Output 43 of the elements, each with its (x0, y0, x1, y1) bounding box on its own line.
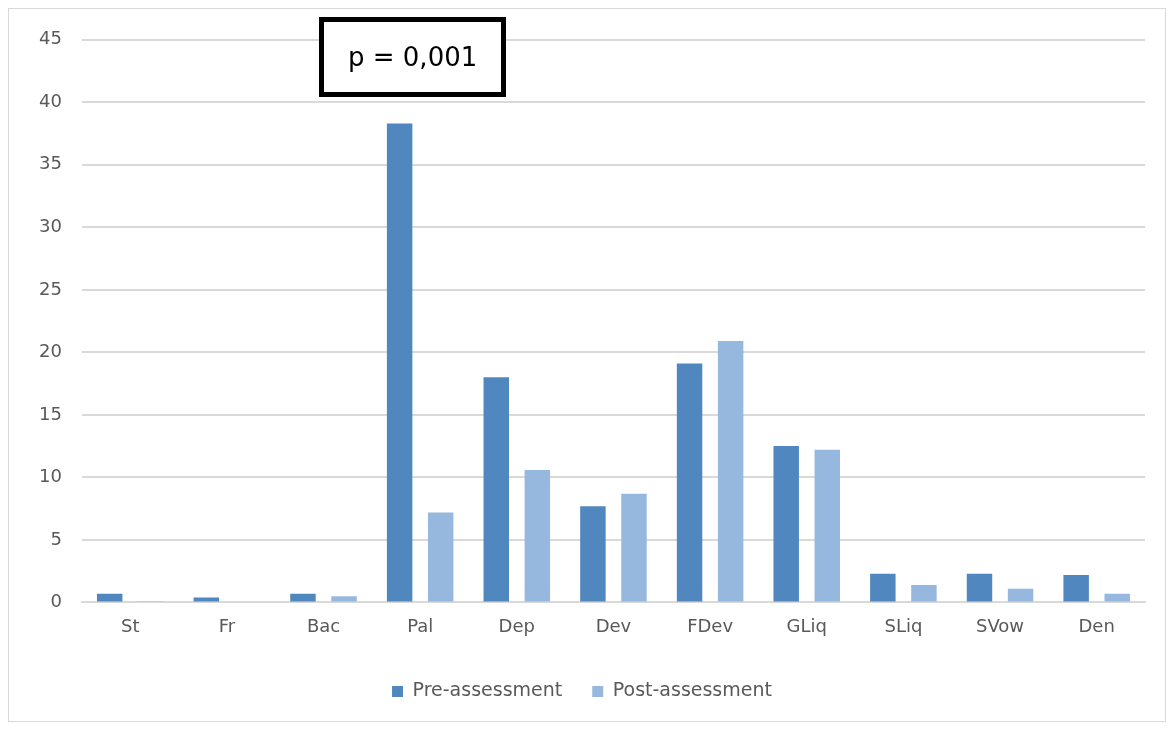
x-tick-label: Den (1078, 614, 1115, 636)
x-tick-label: Pal (407, 614, 434, 636)
legend-label: Pre-assessment (412, 678, 563, 701)
bar (1007, 588, 1034, 602)
y-tick-label: 40 (39, 89, 62, 111)
x-tick-label: Fr (218, 614, 236, 636)
x-tick-label: Bac (306, 614, 341, 636)
bar (773, 446, 799, 602)
bar (814, 449, 841, 602)
bar (911, 584, 937, 602)
x-tick-label: St (120, 614, 140, 636)
legend-label: Post-assessment (612, 678, 772, 701)
bar (427, 512, 454, 602)
y-tick-label: 35 (39, 152, 62, 174)
y-tick-label: 25 (39, 277, 62, 299)
bar (676, 363, 703, 602)
bar (870, 573, 896, 602)
x-tick-label: Dev (595, 614, 632, 636)
y-tick-label: 0 (50, 590, 62, 612)
x-tick-label: SVow (975, 614, 1025, 636)
y-tick-label: 10 (39, 465, 62, 487)
y-tick-label: 30 (39, 215, 62, 237)
bar (386, 123, 413, 602)
x-tick-label: GLiq (786, 614, 827, 636)
bar (331, 596, 357, 602)
x-tick-label: FDev (687, 614, 734, 636)
bar (621, 493, 647, 602)
y-tick-label: 5 (50, 527, 62, 549)
bar (193, 597, 220, 602)
bar (717, 341, 744, 602)
y-tick-label: 20 (39, 340, 62, 362)
bar (290, 593, 316, 602)
y-tick-label: 15 (39, 402, 62, 424)
y-tick-label: 45 (39, 27, 62, 49)
x-tick-label: Dep (498, 614, 535, 636)
annotation: p = 0,001 (319, 17, 507, 97)
bar (524, 469, 551, 602)
bar (1063, 574, 1089, 602)
bar (1104, 593, 1130, 602)
bar (483, 377, 509, 602)
bar (966, 573, 993, 602)
x-tick-label: SLiq (884, 614, 923, 636)
bar (580, 506, 606, 602)
